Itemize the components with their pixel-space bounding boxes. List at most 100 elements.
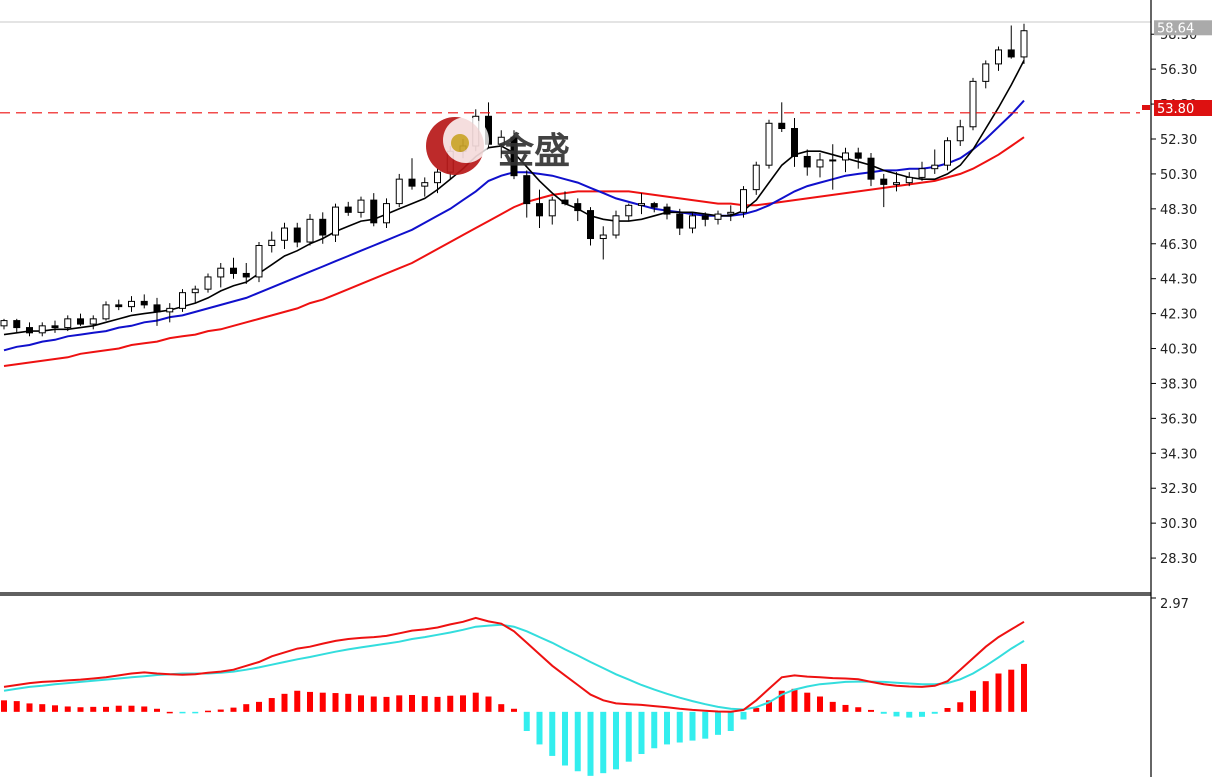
candle <box>689 212 696 234</box>
candle-body <box>421 182 429 187</box>
candle <box>1007 25 1015 59</box>
candle-body <box>0 320 8 327</box>
candle <box>191 285 199 304</box>
candle-body <box>77 318 84 325</box>
candle <box>293 222 301 248</box>
macd-histogram-bar <box>103 706 109 712</box>
candle-body <box>778 122 786 130</box>
candle <box>561 191 569 206</box>
candle-body <box>332 206 339 236</box>
macd-histogram-bar <box>625 711 632 762</box>
candle <box>421 177 429 197</box>
candle-body <box>689 215 696 229</box>
candle <box>38 322 46 337</box>
candle <box>255 242 263 283</box>
candle-body <box>561 199 569 205</box>
candle-body <box>548 199 556 217</box>
candle <box>408 158 416 190</box>
candle <box>956 119 964 146</box>
macd-histogram-bar <box>128 705 135 712</box>
candle-body <box>701 215 709 220</box>
macd-histogram-bar <box>536 711 543 745</box>
candle <box>0 318 8 330</box>
candle <box>26 322 33 337</box>
macd-histogram-bar <box>804 692 811 712</box>
macd-histogram-bar <box>460 695 466 712</box>
candle <box>944 137 951 171</box>
candle <box>931 149 939 174</box>
macd-histogram-bar <box>829 701 836 712</box>
macd-histogram-bar <box>39 704 46 712</box>
macd-histogram-bar <box>345 693 352 712</box>
logo-coin-icon <box>451 134 469 152</box>
macd-histogram-bar <box>766 700 772 712</box>
candle-body <box>26 327 33 334</box>
candle <box>89 315 97 330</box>
candle-body <box>1020 30 1028 58</box>
macd-histogram-bar <box>1008 669 1015 712</box>
price-axis-tick-label: 52.30 <box>1160 133 1197 148</box>
macd-histogram-bar <box>740 711 747 720</box>
candle <box>548 196 556 225</box>
candle <box>13 318 21 333</box>
candle <box>523 170 531 218</box>
macd-histogram-bar <box>319 692 326 712</box>
macd-histogram-bar <box>906 711 913 718</box>
macd-histogram-bar <box>217 709 224 712</box>
candle-body <box>242 272 250 278</box>
macd-histogram-bar <box>727 711 734 732</box>
candle <box>842 147 849 173</box>
candle-body <box>803 155 811 168</box>
macd-histogram-bar <box>396 695 403 712</box>
candle-body <box>638 203 645 206</box>
macd-histogram-bar <box>307 691 313 712</box>
candle-body <box>676 213 684 229</box>
candle-body <box>115 304 123 308</box>
macd-histogram-bar <box>549 711 556 756</box>
candle <box>179 289 186 312</box>
candle <box>268 231 276 253</box>
candle-body <box>64 318 72 329</box>
macd-histogram-bar <box>13 701 20 712</box>
watermark-text: 金盛 <box>497 130 570 172</box>
candle <box>663 203 671 220</box>
candle-body <box>880 178 888 185</box>
candle-body <box>140 300 148 306</box>
candle <box>740 186 747 218</box>
candle-body <box>281 227 288 241</box>
candle-body <box>383 203 390 224</box>
candle-body <box>13 320 21 329</box>
candle <box>918 161 926 181</box>
last-price-tag: 58.64 <box>1154 20 1212 36</box>
candle <box>969 77 977 131</box>
candle-body <box>536 203 543 217</box>
macd-histogram-bar <box>358 695 364 712</box>
macd-histogram-bar <box>982 681 989 712</box>
candle <box>153 297 161 326</box>
macd-histogram-bar <box>243 704 250 712</box>
price-axis-tick-label: 36.30 <box>1160 412 1197 427</box>
candle <box>497 130 505 159</box>
macd-histogram-bar <box>676 711 683 743</box>
candle <box>867 152 875 187</box>
candle-body <box>293 227 301 243</box>
candle <box>638 193 645 215</box>
price-axis-tick-label: 30.30 <box>1160 517 1197 532</box>
macd-histogram-bar <box>715 711 721 735</box>
candle-body <box>395 178 403 205</box>
macd-histogram-bar <box>472 692 479 712</box>
price-axis-tick-label: 44.30 <box>1160 273 1197 288</box>
candlestick-series <box>0 23 1028 337</box>
candle-body <box>867 157 875 180</box>
candle-body <box>306 218 314 243</box>
macd-line-path <box>3 616 1025 713</box>
candle <box>574 198 582 222</box>
candle-body <box>842 152 849 161</box>
candle-body <box>574 203 582 212</box>
macd-histogram-bar <box>778 690 785 712</box>
candle-body <box>931 164 939 170</box>
macd-histogram-bar <box>880 711 887 714</box>
macd-histogram-bar <box>995 673 1002 712</box>
candle <box>791 118 798 167</box>
price-axis-tick-label: 34.30 <box>1160 447 1197 462</box>
